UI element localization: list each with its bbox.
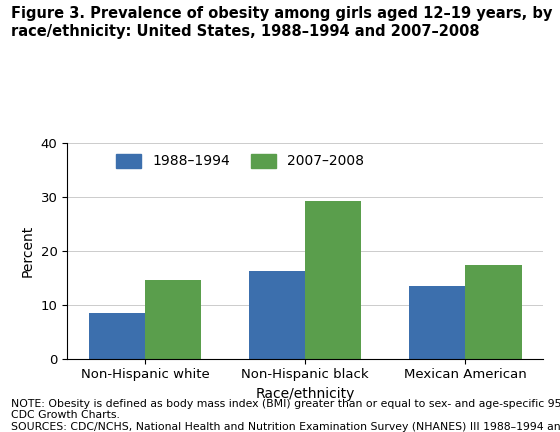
X-axis label: Race/ethnicity: Race/ethnicity: [255, 387, 355, 401]
Y-axis label: Percent: Percent: [21, 225, 35, 276]
Text: NOTE: Obesity is defined as body mass index (BMI) greater than or equal to sex- : NOTE: Obesity is defined as body mass in…: [11, 399, 560, 432]
Bar: [145, 280, 201, 359]
Legend: 1988–1994, 2007–2008: 1988–1994, 2007–2008: [112, 149, 368, 173]
Bar: [249, 270, 305, 359]
Text: Figure 3. Prevalence of obesity among girls aged 12–19 years, by
race/ethnicity:: Figure 3. Prevalence of obesity among gi…: [11, 6, 553, 39]
Bar: [465, 264, 521, 359]
Bar: [305, 201, 361, 359]
Bar: [89, 313, 145, 359]
Bar: [409, 286, 465, 359]
